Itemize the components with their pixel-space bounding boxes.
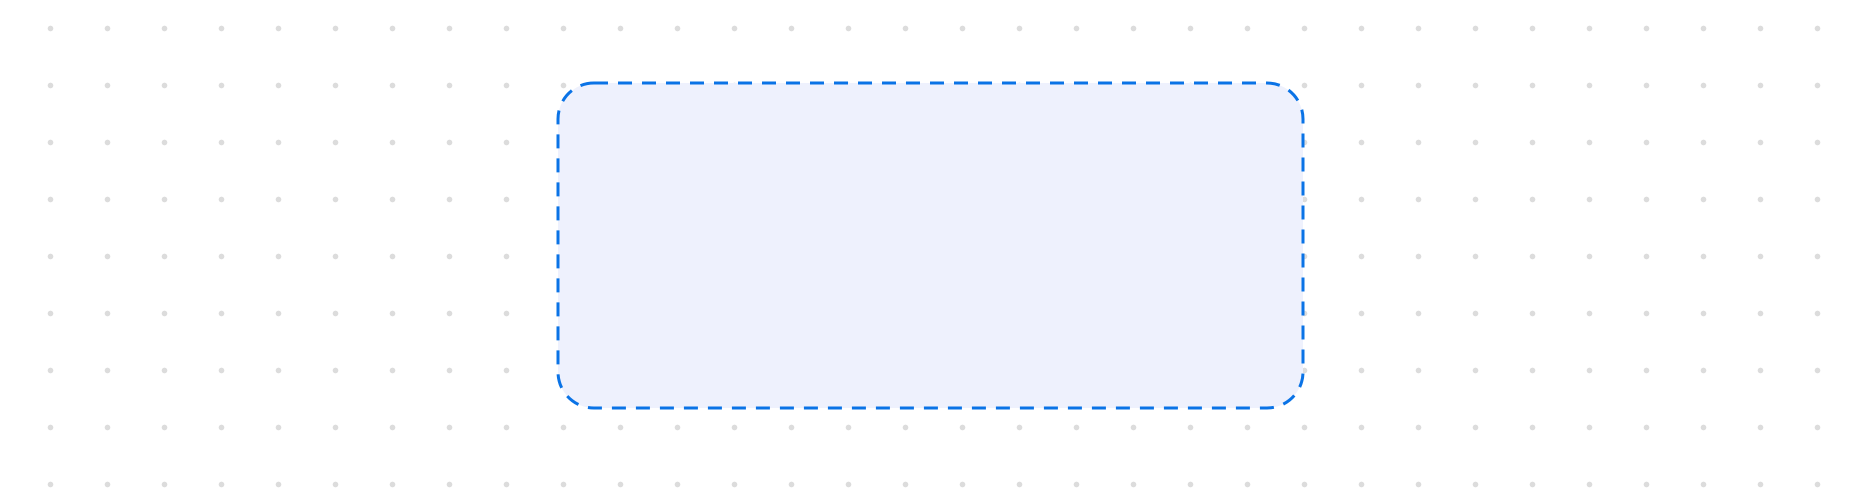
selected-rounded-rectangle[interactable] <box>556 81 1305 410</box>
